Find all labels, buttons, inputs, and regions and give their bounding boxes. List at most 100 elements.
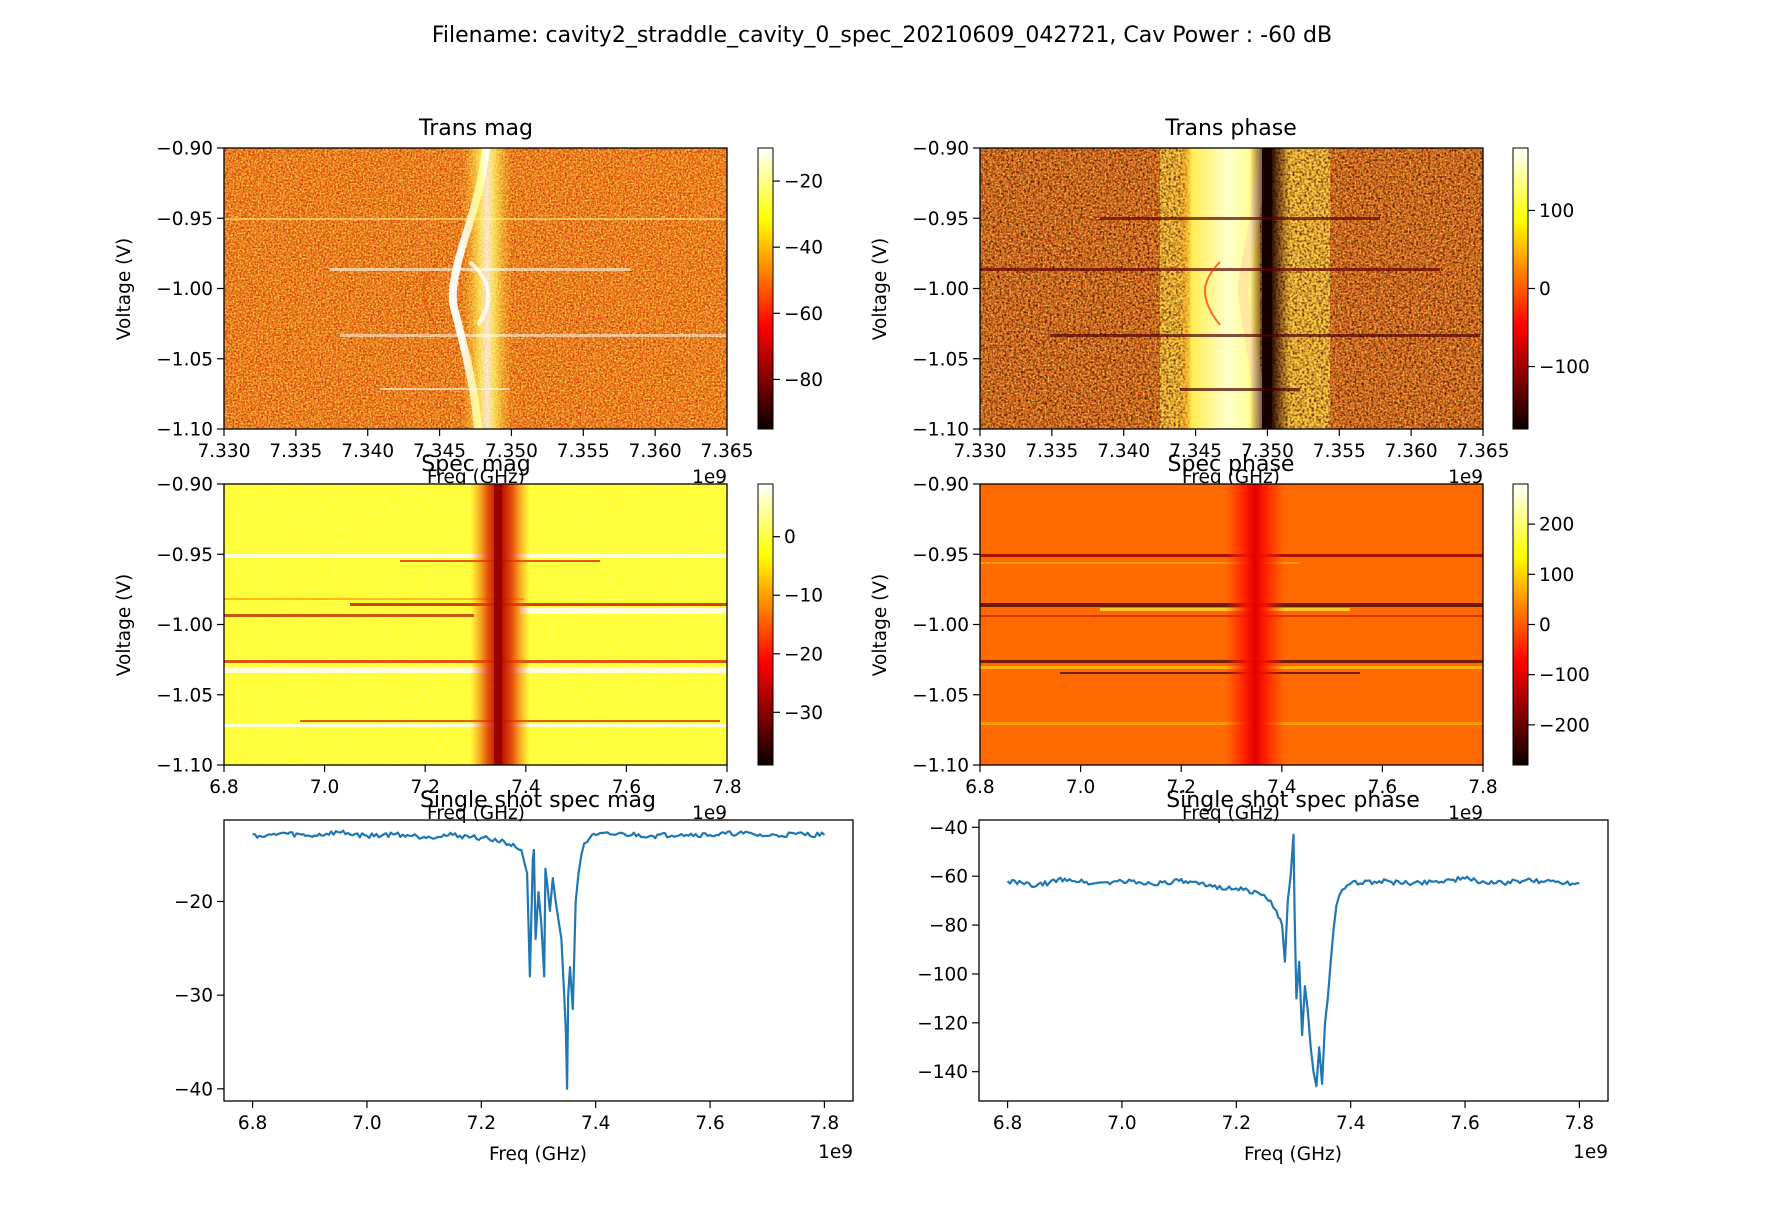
y-tick-label: −0.95 <box>912 545 969 566</box>
x-tick-label: 7.2 <box>1222 1113 1251 1134</box>
y-tick-label: −0.90 <box>912 475 969 496</box>
colorbar-tick-label: −40 <box>784 238 823 259</box>
spec-phase-xlabel: Freq (GHz) <box>1182 803 1280 824</box>
x-tick-label: 6.8 <box>238 1113 267 1134</box>
figure-suptitle: Filename: cavity2_straddle_cavity_0_spec… <box>432 23 1332 48</box>
spec-phase-colorbar <box>1512 483 1529 766</box>
x-tick-label: 7.8 <box>712 777 741 798</box>
colorbar-tick-label: 100 <box>1539 201 1574 222</box>
single-shot-phase-xlabel: Freq (GHz) <box>1244 1144 1342 1165</box>
single-shot-phase-axes <box>978 819 1609 1102</box>
y-tick-label: −1.10 <box>912 756 969 777</box>
single-shot-mag-axes <box>223 819 854 1102</box>
trans-mag-heatmap <box>224 148 727 429</box>
x-tick-label: 7.8 <box>1468 777 1497 798</box>
x-tick-label: 7.8 <box>1565 1113 1594 1134</box>
spec-mag-xlabel: Freq (GHz) <box>427 803 525 824</box>
y-tick-label: −1.05 <box>912 349 969 370</box>
y-tick-label: −1.10 <box>912 420 969 441</box>
y-tick-label: −1.05 <box>912 685 969 706</box>
x-tick-label: 7.6 <box>612 777 641 798</box>
x-tick-label: 7.345 <box>1169 441 1222 462</box>
x-tick-label: 7.350 <box>485 441 538 462</box>
colorbar-tick-label: −200 <box>1539 715 1590 736</box>
x-tick-label: 7.330 <box>198 441 251 462</box>
x-tick-label: 7.6 <box>1368 777 1397 798</box>
y-tick-label: −140 <box>917 1062 968 1083</box>
colorbar-tick-label: −20 <box>784 644 823 665</box>
y-tick-label: −1.10 <box>156 420 213 441</box>
y-tick-label: −1.00 <box>156 615 213 636</box>
y-tick-label: −1.10 <box>156 756 213 777</box>
y-tick-label: −60 <box>929 867 968 888</box>
trans-mag-colorbar <box>757 147 774 430</box>
y-tick-label: −20 <box>174 892 213 913</box>
y-tick-label: −1.05 <box>156 349 213 370</box>
y-tick-label: −1.00 <box>912 615 969 636</box>
single-shot-mag-offset: 1e9 <box>818 1142 853 1163</box>
y-tick-label: −0.90 <box>912 139 969 160</box>
x-tick-label: 7.4 <box>511 777 540 798</box>
colorbar-tick-label: 0 <box>784 527 796 548</box>
trans-mag-title: Trans mag <box>418 116 533 141</box>
x-tick-label: 7.335 <box>1025 441 1078 462</box>
colorbar-tick-label: −100 <box>1539 665 1590 686</box>
x-tick-label: 7.6 <box>695 1113 724 1134</box>
spec-mag-heatmap <box>224 484 727 765</box>
x-tick-label: 7.365 <box>701 441 754 462</box>
y-tick-label: −1.05 <box>156 685 213 706</box>
x-tick-label: 7.335 <box>269 441 322 462</box>
spec-mag-ylabel: Voltage (V) <box>114 574 135 676</box>
x-tick-label: 7.2 <box>1166 777 1195 798</box>
colorbar-tick-label: 200 <box>1539 515 1574 536</box>
x-tick-label: 7.340 <box>341 441 394 462</box>
trans-phase-ylabel: Voltage (V) <box>870 238 891 340</box>
x-tick-label: 7.355 <box>1313 441 1366 462</box>
spec-phase-offset: 1e9 <box>1448 803 1483 824</box>
x-tick-label: 7.4 <box>581 1113 610 1134</box>
x-tick-label: 7.365 <box>1457 441 1510 462</box>
single-shot-mag-xlabel: Freq (GHz) <box>489 1144 587 1165</box>
y-tick-label: −120 <box>917 1013 968 1034</box>
y-tick-label: −0.90 <box>156 139 213 160</box>
single-shot-phase-offset: 1e9 <box>1573 1142 1608 1163</box>
single-shot-phase-title: Single shot spec phase <box>1166 788 1420 813</box>
x-tick-label: 7.345 <box>413 441 466 462</box>
spec-mag-offset: 1e9 <box>692 803 727 824</box>
spec-phase-ylabel: Voltage (V) <box>870 574 891 676</box>
y-tick-label: −40 <box>174 1079 213 1100</box>
x-tick-label: 7.360 <box>629 441 682 462</box>
x-tick-label: 7.350 <box>1241 441 1294 462</box>
trans-phase-title: Trans phase <box>1164 116 1297 141</box>
single-shot-mag-title: Single shot spec mag <box>420 788 656 813</box>
x-tick-label: 6.8 <box>965 777 994 798</box>
trans-mag-xlabel: Freq (GHz) <box>427 467 525 488</box>
x-tick-label: 7.0 <box>310 777 339 798</box>
colorbar-tick-label: −60 <box>784 304 823 325</box>
y-tick-label: −30 <box>174 986 213 1007</box>
x-tick-label: 7.0 <box>352 1113 381 1134</box>
x-tick-label: 7.0 <box>1066 777 1095 798</box>
x-tick-label: 7.340 <box>1097 441 1150 462</box>
colorbar-tick-label: 0 <box>1539 615 1551 636</box>
colorbar-tick-label: −80 <box>784 370 823 391</box>
y-tick-label: −0.90 <box>156 475 213 496</box>
x-tick-label: 7.4 <box>1267 777 1296 798</box>
y-tick-label: −0.95 <box>156 545 213 566</box>
single-shot-mag-series <box>252 829 826 1090</box>
y-tick-label: −1.00 <box>156 279 213 300</box>
trans-phase-heatmap <box>980 148 1483 429</box>
x-tick-label: 7.330 <box>954 441 1007 462</box>
x-tick-label: 6.8 <box>209 777 238 798</box>
x-tick-label: 7.2 <box>410 777 439 798</box>
trans-phase-colorbar <box>1512 147 1529 430</box>
x-tick-label: 7.360 <box>1385 441 1438 462</box>
y-tick-label: −40 <box>929 818 968 839</box>
trans-phase-offset: 1e9 <box>1448 467 1483 488</box>
trans-phase-xlabel: Freq (GHz) <box>1182 467 1280 488</box>
y-tick-label: −1.00 <box>912 279 969 300</box>
y-tick-label: −100 <box>917 964 968 985</box>
x-tick-label: 6.8 <box>993 1113 1022 1134</box>
colorbar-tick-label: 0 <box>1539 279 1551 300</box>
x-tick-label: 7.355 <box>557 441 610 462</box>
